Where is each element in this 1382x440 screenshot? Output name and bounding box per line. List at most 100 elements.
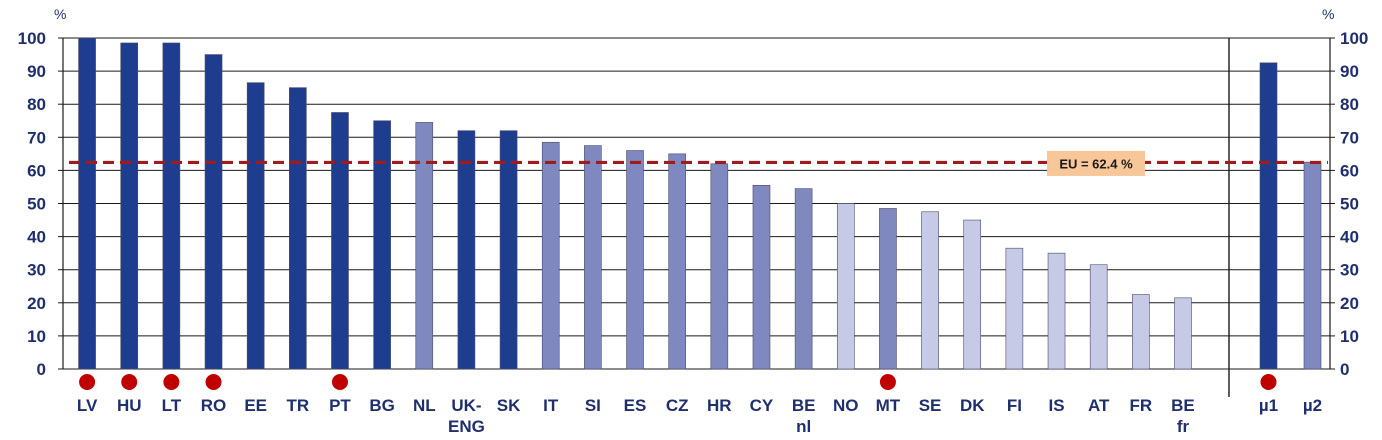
marker-dot: [331, 374, 348, 390]
y-tick-label-left: 70: [27, 128, 46, 147]
x-label: RO: [201, 396, 227, 415]
y-tick-label-right: 30: [1340, 261, 1359, 280]
x-label: NO: [833, 396, 859, 415]
x-label: EE: [244, 396, 267, 415]
bar-ro: [204, 54, 223, 370]
marker-dot: [879, 374, 896, 390]
bar-lv: [78, 37, 96, 370]
eu-average-line: EU = 62.4 %: [69, 150, 1328, 176]
y-tick-label-right: 20: [1340, 294, 1359, 313]
x-label: FR: [1129, 396, 1152, 415]
x-label: FI: [1007, 396, 1022, 415]
bar-cz: [668, 153, 686, 370]
bar-sk: [499, 130, 518, 370]
bar-hu: [120, 42, 139, 370]
bar-bg: [373, 120, 391, 370]
y-tick-label-right: 10: [1340, 327, 1359, 346]
x-axis-labels: LV HU LT RO EE TR PT BG NL UK- ENG SK IT SI ES CZ HR CY BE…: [77, 396, 1322, 436]
x-label: BE: [792, 396, 816, 415]
y-tick-label-right: 100: [1340, 29, 1368, 48]
y-tick-label-left: 60: [27, 161, 46, 180]
bar-fr: [1132, 294, 1150, 370]
y-tick-label-left: 0: [37, 360, 46, 379]
y-tick-label-right: 90: [1340, 62, 1359, 81]
bar-se: [921, 211, 939, 370]
x-label: TR: [286, 396, 309, 415]
y-tick-label-left: 40: [27, 228, 46, 247]
x-label: µ2: [1303, 396, 1322, 415]
y-tick-label-left: 90: [27, 62, 46, 81]
bar-dk: [963, 219, 982, 370]
x-label: BG: [369, 396, 395, 415]
y-tick-label-left: 80: [27, 95, 46, 114]
x-label: UK-: [451, 396, 481, 415]
y-axis-left: 0 10 20 30 40 50 60 70 80 90 100: [18, 29, 64, 379]
x-label: HR: [707, 396, 732, 415]
x-label: SI: [585, 396, 601, 415]
y-tick-label-right: 50: [1340, 195, 1359, 214]
x-label: NL: [413, 396, 436, 415]
y-tick-label-left: 10: [27, 327, 46, 346]
x-label: CZ: [666, 396, 689, 415]
x-label: HU: [117, 396, 142, 415]
x-label: SK: [497, 396, 521, 415]
marker-dot: [1260, 374, 1277, 390]
bar-ukeng: [457, 130, 476, 370]
x-label: nl: [796, 417, 811, 436]
y-tick-label-right: 80: [1340, 95, 1359, 114]
bar-es: [626, 150, 644, 370]
x-label: MT: [876, 396, 901, 415]
bar-si: [584, 145, 602, 370]
y-unit-right: %: [1322, 6, 1334, 22]
x-label: BE: [1171, 396, 1195, 415]
bar-hr: [710, 163, 729, 370]
bar-is: [1047, 252, 1066, 370]
bar-fi: [1005, 247, 1024, 370]
x-label: AT: [1088, 396, 1110, 415]
bar-ee: [246, 82, 265, 370]
y-tick-label-left: 50: [27, 195, 46, 214]
marker-dot: [79, 374, 96, 390]
bar-it: [541, 141, 560, 370]
y-tick-label-left: 20: [27, 294, 46, 313]
x-label: LV: [77, 396, 98, 415]
bar-befr: [1174, 297, 1192, 370]
y-tick-label-right: 0: [1340, 360, 1349, 379]
x-label: µ1: [1259, 396, 1278, 415]
bar-tr: [289, 87, 307, 370]
bar-µ2: [1303, 161, 1322, 370]
bar-cy: [752, 184, 771, 370]
y-tick-label-right: 40: [1340, 228, 1359, 247]
gridlines: [63, 37, 1330, 397]
x-label: IS: [1048, 396, 1064, 415]
x-label: PT: [329, 396, 351, 415]
x-label: LT: [162, 396, 182, 415]
x-label: IT: [543, 396, 559, 415]
x-label: fr: [1177, 417, 1190, 436]
bar-pt: [331, 112, 349, 370]
y-unit-left: %: [54, 6, 66, 22]
bar-lt: [162, 42, 181, 370]
markers: [79, 374, 1277, 390]
y-tick-label-left: 30: [27, 261, 46, 280]
x-label: CY: [750, 396, 774, 415]
x-label: DK: [960, 396, 985, 415]
marker-dot: [205, 374, 222, 390]
bar-nl: [415, 122, 434, 370]
reference-label-box: [1047, 150, 1145, 176]
reference-label: EU = 62.4 %: [1059, 156, 1133, 171]
bar-no: [836, 203, 855, 370]
bar-at: [1089, 264, 1108, 370]
bar-mt: [879, 208, 897, 370]
y-tick-label-left: 100: [18, 29, 46, 48]
x-label: SE: [919, 396, 942, 415]
bars: [78, 37, 1322, 370]
marker-dot: [121, 374, 138, 390]
bar-benl: [794, 188, 813, 370]
marker-dot: [163, 374, 180, 390]
y-axis-right: 0 10 20 30 40 50 60 70 80 90 100: [1329, 29, 1368, 379]
x-label: ES: [624, 396, 647, 415]
y-tick-label-right: 60: [1340, 161, 1359, 180]
x-label: ENG: [448, 417, 485, 436]
